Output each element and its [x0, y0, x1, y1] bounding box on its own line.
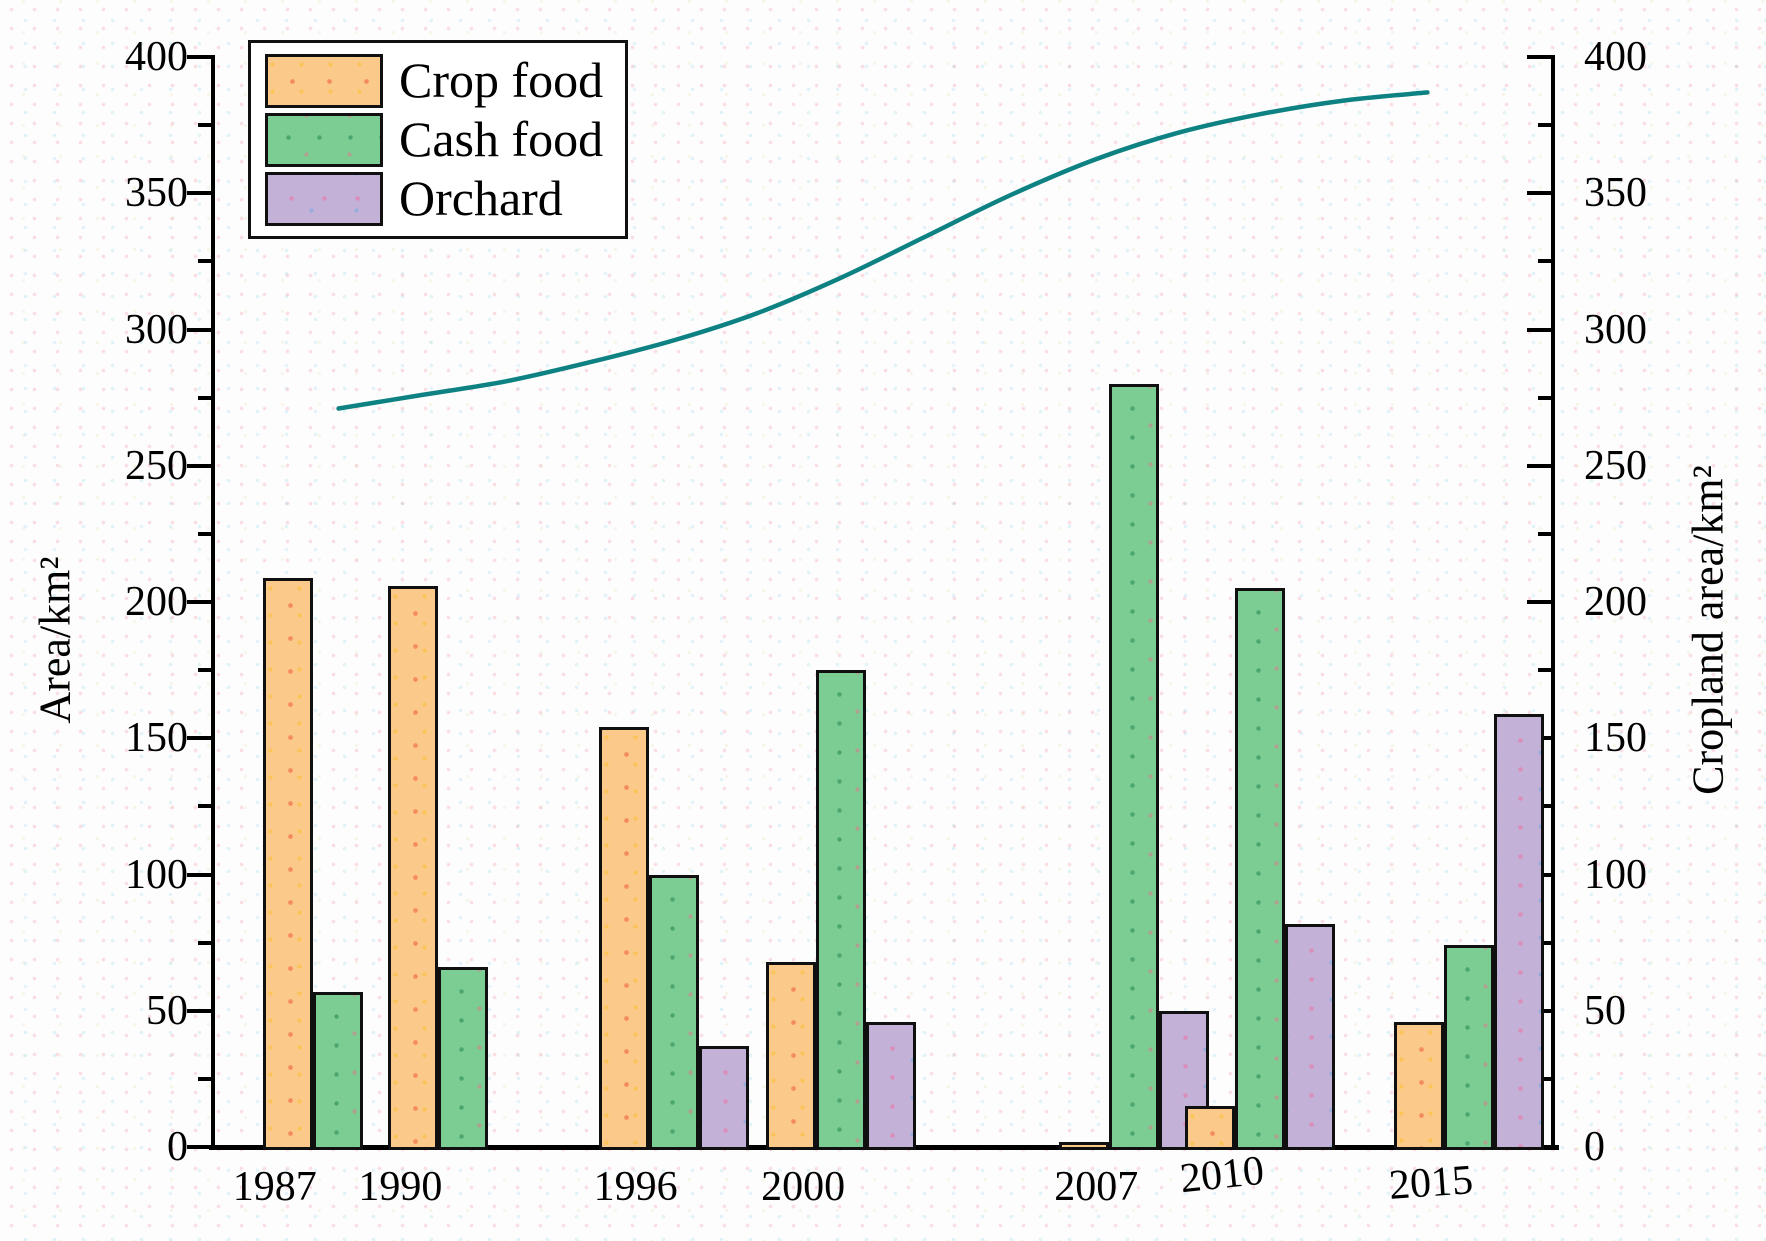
bar-cash-food-1996 [648, 874, 699, 1150]
left-axis-tick-175 [198, 668, 211, 673]
x-axis-label-1996: 1996 [593, 1164, 678, 1210]
orchard-swatch [265, 171, 383, 226]
cash-food-swatch [265, 112, 383, 167]
left-axis-tick-150 [187, 736, 211, 741]
left-axis-spine [211, 55, 215, 1149]
right-axis-title: Cropland area/km² [1683, 465, 1733, 795]
left-axis-tick-325 [198, 259, 211, 264]
left-axis-tick-100 [187, 872, 211, 877]
left-axis-tick-75 [198, 940, 211, 945]
left-axis-tick-300 [187, 327, 211, 332]
left-axis-tick-0 [187, 1145, 211, 1149]
bar-crop-food-1996 [598, 727, 649, 1150]
x-axis-label-2007: 2007 [1054, 1164, 1139, 1210]
right-axis-tick-label-100: 100 [1584, 851, 1647, 898]
left-axis-tick-label-0: 0 [167, 1124, 188, 1170]
right-axis-tick-250 [1527, 463, 1551, 468]
cash-food-label: Cash food [399, 111, 604, 167]
right-axis-tick-label-50: 50 [1584, 987, 1626, 1034]
legend-item-crop-food: Crop food [265, 53, 603, 108]
left-axis-tick-375 [198, 123, 211, 128]
bar-cash-food-1990 [438, 967, 489, 1150]
legend: Crop food Cash food Orchard [248, 40, 629, 239]
left-axis-tick-label-350: 350 [125, 170, 188, 217]
right-axis-tick-175 [1538, 668, 1551, 673]
crop-food-swatch [265, 53, 383, 108]
bar-crop-food-2000 [766, 961, 817, 1150]
bar-crop-food-1990 [388, 585, 439, 1150]
left-axis-tick-label-200: 200 [125, 579, 188, 625]
left-axis-tick-label-100: 100 [125, 851, 188, 898]
left-axis-tick-400 [187, 55, 211, 59]
right-axis-tick-label-0: 0 [1584, 1124, 1605, 1170]
bar-crop-food-2007 [1059, 1141, 1110, 1150]
left-axis-tick-225 [198, 531, 211, 536]
orchard-label: Orchard [399, 170, 563, 226]
right-axis-tick-75 [1538, 940, 1551, 945]
legend-item-orchard: Orchard [265, 171, 603, 226]
bar-cash-food-1987 [312, 991, 363, 1150]
bar-orchard-1996 [698, 1046, 749, 1150]
x-axis-label-2010: 2010 [1177, 1147, 1267, 1203]
right-axis-tick-225 [1538, 531, 1551, 536]
bar-orchard-2015 [1494, 713, 1545, 1150]
right-axis-tick-label-300: 300 [1584, 306, 1647, 353]
right-axis-tick-375 [1538, 123, 1551, 128]
crop-food-label: Crop food [399, 52, 604, 108]
right-axis-spine [1551, 55, 1555, 1149]
left-axis-tick-label-150: 150 [125, 715, 188, 762]
right-axis-tick-300 [1527, 327, 1551, 332]
legend-item-cash-food: Cash food [265, 112, 603, 167]
left-axis-tick-50 [187, 1008, 211, 1013]
left-axis-tick-200 [187, 600, 211, 604]
left-axis-tick-350 [187, 191, 211, 196]
right-axis-tick-label-150: 150 [1584, 715, 1647, 762]
right-axis-tick-label-200: 200 [1584, 579, 1647, 625]
left-axis-tick-275 [198, 395, 211, 400]
left-axis-tick-label-300: 300 [125, 306, 188, 353]
bar-orchard-2007 [1159, 1010, 1210, 1151]
left-axis-title: Area/km² [30, 556, 80, 724]
left-axis-tick-250 [187, 463, 211, 468]
right-axis-tick-label-350: 350 [1584, 170, 1647, 217]
bar-cash-food-2015 [1444, 945, 1495, 1150]
right-axis-tick-350 [1527, 191, 1551, 196]
left-axis-tick-25 [198, 1076, 211, 1081]
bar-cash-food-2010 [1234, 588, 1285, 1150]
right-axis-tick-200 [1527, 600, 1551, 604]
x-axis-label-1990: 1990 [358, 1164, 443, 1210]
bar-crop-food-1987 [262, 577, 313, 1150]
right-axis-tick-125 [1538, 804, 1551, 809]
right-axis-tick-275 [1538, 395, 1551, 400]
right-axis-tick-325 [1538, 259, 1551, 264]
left-axis-tick-label-400: 400 [125, 34, 188, 80]
x-axis-label-2015: 2015 [1387, 1157, 1475, 1209]
x-axis-label-2000: 2000 [761, 1164, 846, 1210]
right-axis-tick-25 [1538, 1076, 1551, 1081]
bar-orchard-2010 [1284, 923, 1335, 1150]
bar-crop-food-2015 [1394, 1021, 1445, 1150]
bar-crop-food-2010 [1184, 1106, 1235, 1150]
left-axis-tick-125 [198, 804, 211, 809]
bar-cash-food-2000 [816, 670, 867, 1150]
right-axis-tick-label-400: 400 [1584, 34, 1647, 80]
bar-orchard-2000 [866, 1021, 917, 1150]
x-axis-label-1987: 1987 [232, 1164, 317, 1210]
left-axis-tick-label-50: 50 [146, 987, 188, 1034]
bar-cash-food-2007 [1109, 384, 1160, 1150]
right-axis-tick-400 [1527, 55, 1551, 59]
right-axis-tick-label-250: 250 [1584, 442, 1647, 489]
left-axis-tick-label-250: 250 [125, 442, 188, 489]
